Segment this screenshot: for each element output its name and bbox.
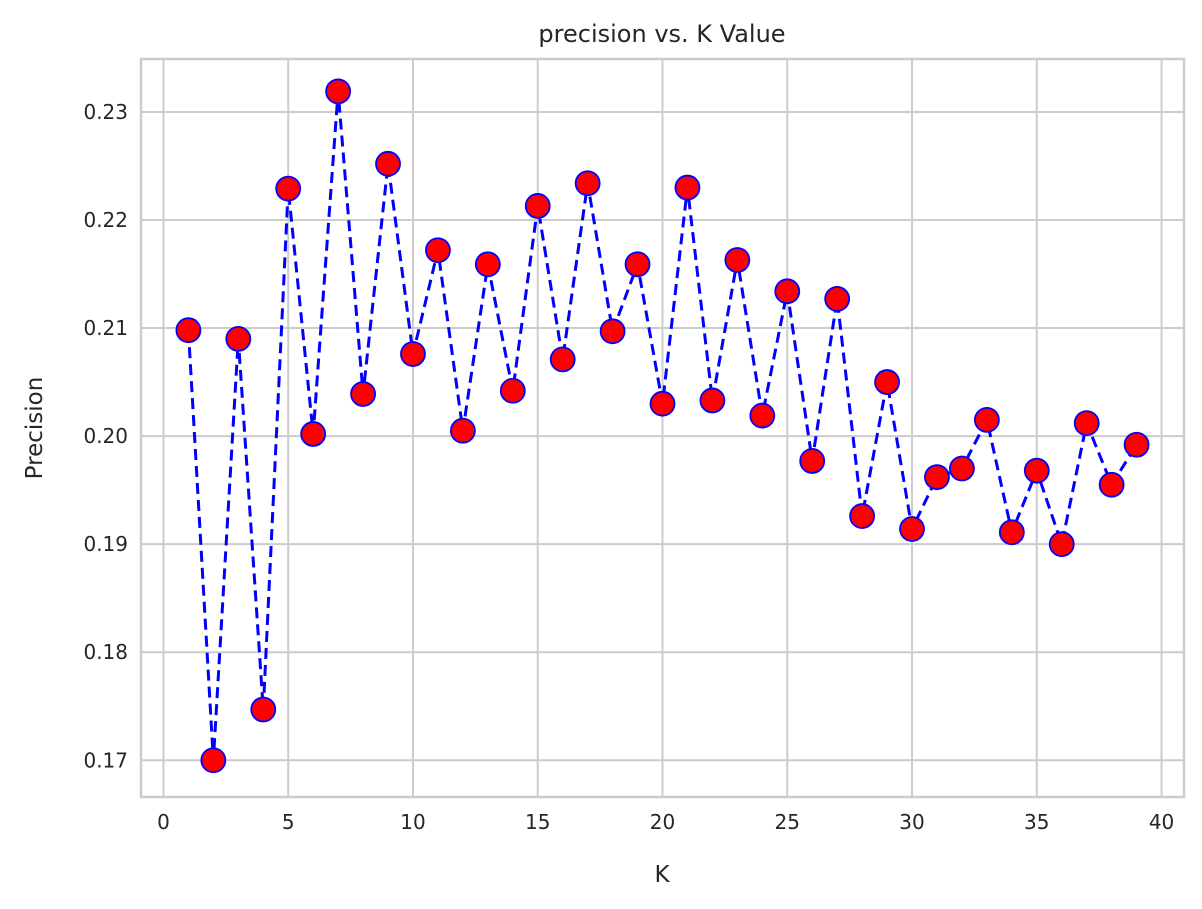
data-point: [300, 421, 327, 447]
data-point: [998, 519, 1025, 546]
data-point: [449, 417, 476, 444]
data-point: [524, 193, 551, 219]
data-point: [400, 341, 426, 367]
data-point: [375, 150, 401, 177]
x-tick-label: 15: [525, 810, 550, 834]
data-point: [250, 696, 277, 723]
x-axis-label: K: [654, 862, 670, 888]
data-point: [849, 503, 876, 529]
data-point: [1123, 431, 1150, 458]
x-tick-label: 35: [1024, 810, 1049, 834]
data-point: [175, 317, 202, 344]
y-tick-label: 0.17: [83, 748, 128, 772]
data-point: [724, 247, 751, 273]
y-tick-label: 0.20: [83, 424, 128, 448]
data-point: [899, 516, 925, 542]
data-point: [674, 174, 701, 201]
data-point: [474, 251, 501, 278]
data-point: [599, 318, 626, 345]
data-point: [549, 346, 576, 373]
data-point: [749, 402, 776, 429]
x-tick-label: 30: [899, 810, 924, 834]
data-point: [499, 377, 526, 404]
tick-labels: 0 5 10 15 20 25 30 35 40 0.17 0.18 0.19 0.20 0.21 0.22…: [83, 100, 1174, 834]
data-point: [973, 406, 1000, 433]
data-point: [574, 170, 601, 197]
data-point: [699, 387, 726, 414]
data-point: [924, 464, 950, 491]
y-tick-label: 0.21: [83, 316, 128, 340]
data-point: [799, 448, 826, 474]
y-tick-label: 0.19: [83, 532, 128, 556]
precision-series: [175, 78, 1150, 774]
data-point: [350, 381, 376, 407]
data-point: [1048, 531, 1075, 558]
x-tick-label: 5: [282, 810, 295, 834]
y-tick-label: 0.22: [83, 208, 128, 232]
y-tick-label: 0.23: [83, 100, 128, 124]
x-tick-label: 40: [1149, 810, 1174, 834]
data-point: [325, 78, 352, 105]
data-point: [275, 175, 302, 202]
data-point: [774, 278, 801, 305]
x-tick-label: 20: [650, 810, 675, 834]
chart-title: precision vs. K Value: [538, 20, 785, 48]
data-point: [1023, 457, 1050, 484]
y-axis-label: Precision: [22, 377, 48, 480]
data-point: [1073, 410, 1100, 437]
x-tick-label: 0: [157, 810, 170, 834]
y-tick-label: 0.18: [83, 640, 128, 664]
data-point: [225, 325, 252, 352]
data-point: [874, 369, 900, 395]
data-point: [200, 747, 227, 774]
x-tick-label: 10: [400, 810, 425, 834]
data-point: [949, 455, 975, 482]
data-point: [824, 285, 851, 312]
x-tick-label: 25: [775, 810, 800, 834]
data-point: [649, 390, 676, 417]
data-point: [425, 237, 451, 264]
data-point: [624, 251, 651, 278]
data-point: [1098, 471, 1125, 498]
